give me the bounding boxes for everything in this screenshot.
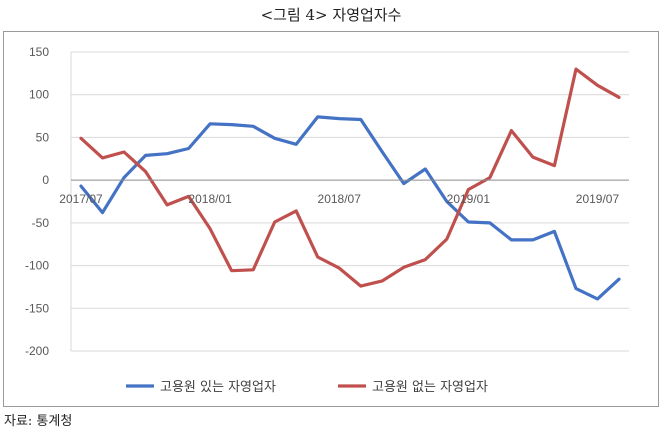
y-tick-label: -50 xyxy=(32,216,50,230)
series-line xyxy=(79,115,621,301)
x-tick-label: 2018/07 xyxy=(318,192,362,206)
series-line xyxy=(79,67,621,288)
y-tick-label: 50 xyxy=(36,130,50,144)
y-tick-label: -100 xyxy=(25,259,49,273)
chart-frame: 150 100 50 0 -50 -100 -150 -200 2017/07 2018/01 20… xyxy=(3,31,659,407)
y-tick-label: 150 xyxy=(29,45,49,59)
source-note: 자료: 통계청 xyxy=(4,414,73,429)
line-chart: 150 100 50 0 -50 -100 -150 -200 2017/07 2018/01 20… xyxy=(25,45,629,395)
x-tick-label: 2019/01 xyxy=(447,192,491,206)
x-tick-label: 2018/01 xyxy=(188,192,232,206)
y-tick-label: -150 xyxy=(25,301,49,315)
figure-title: <그림 4> 자영업자수 xyxy=(260,6,402,24)
y-tick-label: -200 xyxy=(25,344,49,358)
x-tick-label: 2017/07 xyxy=(59,192,103,206)
y-tick-label: 0 xyxy=(42,173,49,187)
x-tick-label: 2019/07 xyxy=(576,192,620,206)
y-tick-label: 100 xyxy=(29,88,49,102)
legend-label: 고용원 있는 자영업자 xyxy=(160,380,276,395)
legend-label: 고용원 없는 자영업자 xyxy=(372,380,488,395)
